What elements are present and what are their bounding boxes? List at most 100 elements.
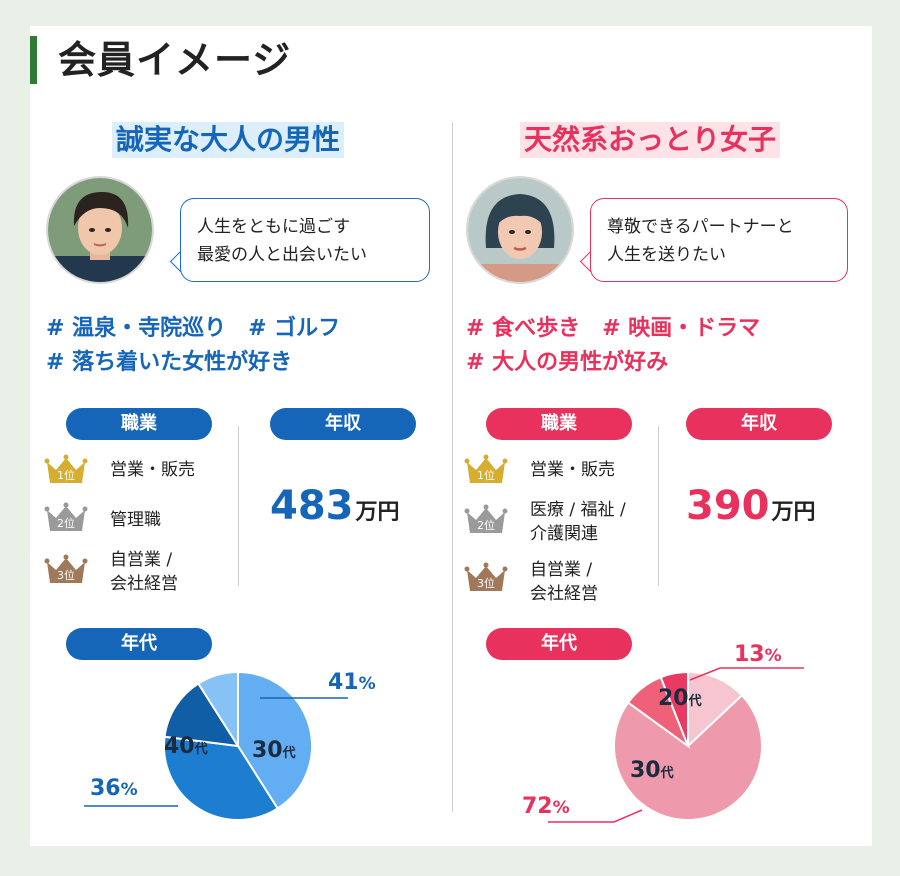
male-pct-1-sign: % xyxy=(358,674,376,694)
silver-crown-icon: 2位 xyxy=(464,504,508,533)
female-pie-slice-4 xyxy=(659,670,689,747)
female-pie-label-20-suffix: 代 xyxy=(688,694,702,709)
rank-badge-text: 2位 xyxy=(477,518,495,532)
female-age-pill: 年代 xyxy=(486,628,632,660)
male-pct-1-value: 41 xyxy=(328,670,359,695)
female-pie-label-30-num: 30 xyxy=(630,758,661,783)
male-tag-line-2: # 落ち着いた女性が好き xyxy=(46,350,293,375)
male-job-pill: 職業 xyxy=(66,408,212,440)
male-rank-2-line-1: 管理職 xyxy=(110,510,161,530)
male-rank-2-label: 管理職 xyxy=(110,508,161,532)
female-pct-1-sign: % xyxy=(764,646,782,666)
female-tags: # 食べ歩き # 映画・ドラマ # 大人の男性が好み xyxy=(466,312,760,380)
female-rank-3-line-2: 会社経営 xyxy=(530,584,598,604)
female-income-pill: 年収 xyxy=(686,408,832,440)
female-rank-2-line-1: 医療 / 福祉 / xyxy=(530,500,626,520)
female-tag-line-2: # 大人の男性が好み xyxy=(466,350,669,375)
female-income-value: 390万円 xyxy=(686,482,816,537)
female-rank-3-line-1: 自営業 / xyxy=(530,560,593,580)
female-tag-line-1: # 食べ歩き # 映画・ドラマ xyxy=(466,316,761,341)
female-pie-slice-2 xyxy=(613,693,763,821)
male-age-pill: 年代 xyxy=(66,628,212,660)
male-pie-label-40-num: 40 xyxy=(164,734,195,759)
female-heading: 天然系おっとり女子 xyxy=(520,122,781,158)
female-rank-2: 2位 xyxy=(464,504,508,540)
male-pct-label-2: 36% xyxy=(90,776,138,803)
male-pct-2-value: 36 xyxy=(90,776,121,801)
center-divider xyxy=(452,122,453,812)
gold-crown-icon: 1位 xyxy=(44,454,88,483)
male-pie-slice-3 xyxy=(163,682,240,748)
male-pct-2-sign: % xyxy=(120,780,138,800)
male-age-pie-chart xyxy=(84,670,348,821)
bronze-crown-icon: 3位 xyxy=(44,554,88,583)
male-rank-1-label: 営業・販売 xyxy=(110,458,195,482)
male-pie-slices xyxy=(163,670,313,821)
male-income-number: 483 xyxy=(270,483,354,529)
female-pie-label-30-suffix: 代 xyxy=(660,766,674,781)
female-speech-bubble: 尊敬できるパートナーと 人生を送りたい xyxy=(590,198,848,282)
male-avatar xyxy=(46,176,154,284)
female-rank-1: 1位 xyxy=(464,454,508,490)
page-title: 会員イメージ xyxy=(58,38,292,82)
female-pie-label-20-num: 20 xyxy=(658,686,689,711)
rank-badge-text: 3位 xyxy=(477,576,495,590)
male-rank-3-line-2: 会社経営 xyxy=(110,574,178,594)
male-pie-label-40: 40代 xyxy=(164,734,208,763)
female-rank-3-label: 自営業 / 会社経営 xyxy=(530,558,598,606)
male-rank-3-line-1: 自営業 / xyxy=(110,550,173,570)
female-bubble-line-2: 人生を送りたい xyxy=(607,245,726,265)
male-rank-1-line-1: 営業・販売 xyxy=(110,460,195,480)
female-job-income-divider xyxy=(658,426,659,586)
female-leader-line-2 xyxy=(548,809,643,823)
title-accent-bar xyxy=(30,36,37,84)
male-income-unit: 万円 xyxy=(355,500,400,525)
female-pie-slice-1 xyxy=(687,670,744,749)
rank-badge-text: 1位 xyxy=(477,468,495,482)
rank-badge-text: 2位 xyxy=(57,516,75,530)
female-income-unit: 万円 xyxy=(771,500,816,525)
male-speech-bubble: 人生をともに過ごす 最愛の人と出会いたい xyxy=(180,198,430,282)
male-income-value: 483万円 xyxy=(270,482,400,537)
male-rank-3: 3位 xyxy=(44,554,88,590)
female-pct-2-value: 72 xyxy=(522,794,553,819)
female-pct-label-2: 72% xyxy=(522,794,570,821)
male-pie-label-30-num: 30 xyxy=(252,738,283,763)
male-pie-slice-4 xyxy=(196,670,239,750)
male-rank-3-label: 自営業 / 会社経営 xyxy=(110,548,178,596)
male-tag-line-1: # 温泉・寺院巡り # ゴルフ xyxy=(46,316,341,341)
male-bubble-line-2: 最愛の人と出会いたい xyxy=(197,245,367,265)
male-pie-label-30: 30代 xyxy=(252,738,296,767)
female-pie-slices xyxy=(613,670,763,821)
male-rank-1: 1位 xyxy=(44,454,88,490)
female-income-number: 390 xyxy=(686,483,770,529)
gold-crown-icon: 1位 xyxy=(464,454,508,483)
female-bubble-line-1: 尊敬できるパートナーと xyxy=(607,217,794,237)
rank-badge-text: 1位 xyxy=(57,468,75,482)
female-avatar-illustration xyxy=(468,178,572,282)
female-rank-2-label: 医療 / 福祉 / 介護関連 xyxy=(530,498,626,546)
rank-badge-text: 3位 xyxy=(57,568,75,582)
member-image-card: 会員イメージ 誠実な大人の男性 人生をともに過ごす 最愛の人と出会いたい # 温… xyxy=(30,26,872,846)
male-pie-label-40-suffix: 代 xyxy=(194,742,208,757)
bronze-crown-icon: 3位 xyxy=(464,562,508,591)
male-pie-label-30-suffix: 代 xyxy=(282,746,296,761)
female-rank-1-label: 営業・販売 xyxy=(530,458,615,482)
female-pie-label-20: 20代 xyxy=(658,686,702,715)
male-income-pill: 年収 xyxy=(270,408,416,440)
male-heading: 誠実な大人の男性 xyxy=(112,122,345,158)
male-pie-slice-2 xyxy=(163,735,280,821)
female-avatar xyxy=(466,176,574,284)
female-rank-1-line-1: 営業・販売 xyxy=(530,460,615,480)
female-rank-3: 3位 xyxy=(464,562,508,598)
female-rank-2-line-2: 介護関連 xyxy=(530,524,598,544)
female-age-pie-chart xyxy=(548,667,804,823)
male-rank-2: 2位 xyxy=(44,502,88,538)
female-leader-line-1 xyxy=(689,667,804,681)
female-pct-1-value: 13 xyxy=(734,642,765,667)
male-avatar-illustration xyxy=(48,178,152,282)
male-tags: # 温泉・寺院巡り # ゴルフ # 落ち着いた女性が好き xyxy=(46,312,340,380)
male-job-income-divider xyxy=(238,426,239,586)
male-bubble-line-1: 人生をともに過ごす xyxy=(197,217,351,237)
female-pct-2-sign: % xyxy=(552,798,570,818)
